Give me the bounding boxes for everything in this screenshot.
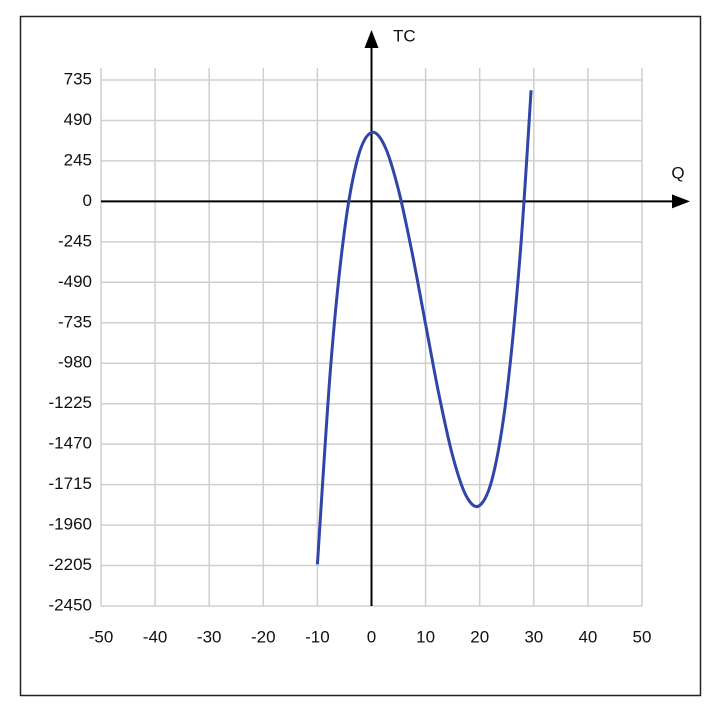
x-tick-label: -50 [89, 627, 114, 646]
y-tick-label: -1960 [49, 515, 92, 534]
x-tick-label: 0 [367, 627, 376, 646]
x-tick-label: 10 [416, 627, 435, 646]
x-tick-label: -10 [305, 627, 330, 646]
y-tick-label: -490 [58, 272, 92, 291]
axes [101, 30, 690, 606]
y-tick-label: -1715 [49, 474, 92, 493]
x-axis-label: Q [671, 163, 684, 182]
y-tick-label: 0 [83, 191, 92, 210]
y-axis-label: TC [393, 26, 416, 45]
y-tick-label: -245 [58, 231, 92, 250]
x-tick-label: 20 [470, 627, 489, 646]
y-tick-label: 245 [64, 150, 92, 169]
x-arrow [672, 194, 690, 209]
x-tick-label: -30 [197, 627, 222, 646]
y-tick-label: -1225 [49, 393, 92, 412]
x-tick-label: 30 [524, 627, 543, 646]
x-tick-label: -20 [251, 627, 276, 646]
y-tick-label: 490 [64, 110, 92, 129]
x-tick-label: -40 [143, 627, 168, 646]
y-arrow [364, 30, 379, 48]
y-tick-label: 735 [64, 69, 92, 88]
y-tick-label: -2450 [49, 595, 92, 614]
x-tick-label: 50 [633, 627, 652, 646]
y-tick-label: -1470 [49, 434, 92, 453]
y-tick-label: -980 [58, 353, 92, 372]
x-tick-label: 40 [578, 627, 597, 646]
curve [315, 90, 533, 565]
y-tick-label: -735 [58, 312, 92, 331]
y-tick-label: -2205 [49, 555, 92, 574]
frame [19, 15, 702, 697]
